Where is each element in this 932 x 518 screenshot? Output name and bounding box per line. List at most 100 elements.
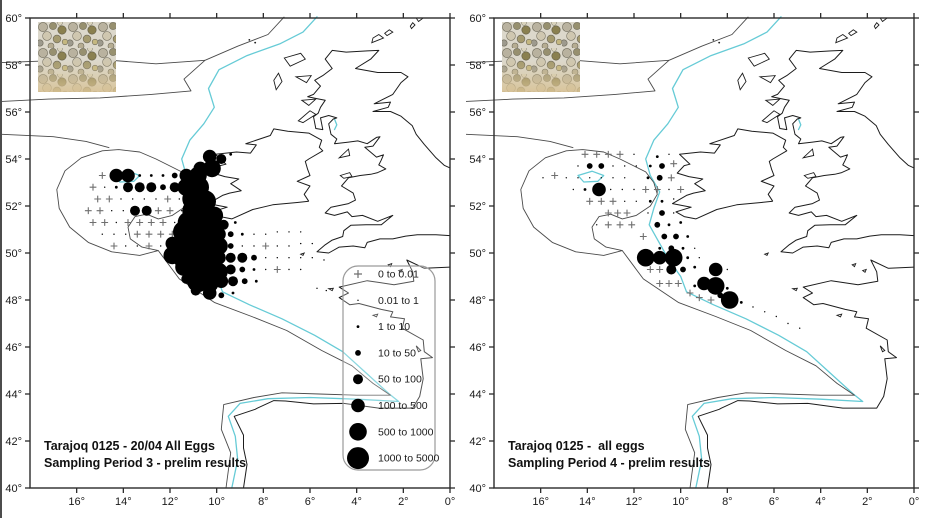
station-abundance-dot <box>276 245 278 247</box>
coastline <box>771 49 915 254</box>
station-abundance-dot <box>276 257 278 259</box>
station-abundance-dot <box>666 264 677 275</box>
lon-tick-label: 6° <box>305 496 316 508</box>
lat-tick-label: 58° <box>5 60 22 72</box>
station-abundance-dot <box>240 232 244 236</box>
station-abundance-dot <box>799 327 801 329</box>
island-outline <box>273 72 283 91</box>
station-abundance-dot <box>276 231 278 233</box>
station-abundance-dot <box>101 233 104 235</box>
station-zero-marker <box>262 242 270 250</box>
lat-tick-label: 50° <box>5 248 22 260</box>
lon-tick-label: 14° <box>115 496 132 508</box>
station-abundance-dot <box>190 285 201 296</box>
station-abundance-dot <box>212 227 226 241</box>
station-abundance-dot <box>253 245 255 247</box>
station-abundance-dot <box>325 289 327 292</box>
station-zero-marker <box>604 209 612 217</box>
station-abundance-dot <box>787 322 789 325</box>
station-abundance-dot <box>693 284 697 288</box>
station-abundance-dot <box>673 212 675 214</box>
station-abundance-dot <box>241 245 243 247</box>
station-abundance-dot <box>652 250 667 265</box>
lon-tick-label: 10° <box>672 496 689 508</box>
station-abundance-dot <box>121 168 135 183</box>
station-zero-marker <box>597 197 605 205</box>
island-outline <box>339 172 353 179</box>
station-abundance-dot <box>311 257 313 259</box>
island-outline <box>337 148 351 159</box>
station-zero-marker <box>639 233 647 240</box>
map-title-line2: Sampling Period 3 - prelim results <box>44 456 247 470</box>
legend-class-label: 1000 to 5000 <box>378 453 439 465</box>
station-zero-marker <box>101 219 109 226</box>
island-outline <box>791 287 799 292</box>
island-outline <box>803 172 817 179</box>
window-edge <box>0 0 2 518</box>
lon-tick-label: 12° <box>626 496 643 508</box>
station-abundance-dot <box>739 301 743 304</box>
station-abundance-dot <box>686 235 690 238</box>
map-panel-right: 16° 14° 12° 10° 8° 6° 4° 2° 0° 60° 58° 56° 54° 52° 50°… <box>465 0 932 518</box>
egg-photo-inset <box>38 22 116 92</box>
lat-tick-label: 52° <box>5 201 22 213</box>
island-outline <box>761 110 781 124</box>
station-abundance-dot <box>265 268 267 271</box>
station-zero-marker <box>164 195 172 203</box>
station-abundance-dot <box>288 231 290 233</box>
depth-contour <box>520 149 658 256</box>
station-abundance-dot <box>565 177 567 179</box>
station-abundance-dot <box>316 287 318 289</box>
legend-size-symbol <box>347 447 369 470</box>
station-zero-marker <box>166 207 174 215</box>
islet <box>248 38 251 41</box>
station-abundance-dot <box>752 306 754 308</box>
station-abundance-dot <box>624 165 626 167</box>
station-zero-marker <box>667 174 675 182</box>
island-outline <box>294 75 313 84</box>
map-title-line2: Sampling Period 4 - prelim results <box>508 456 711 470</box>
lat-tick-label: 56° <box>469 107 486 119</box>
legend-class-label: 1 to 10 <box>378 321 410 333</box>
lat-tick-label: 48° <box>5 295 22 307</box>
station-abundance-dot <box>633 188 635 191</box>
station-abundance-dot <box>134 182 145 193</box>
island-outline <box>397 268 403 273</box>
depth-contour <box>1 16 285 102</box>
map-legend: 0 to 0.01 0.01 to 1 1 to 10 10 to 50 50 to 1… <box>342 265 439 471</box>
island-outline <box>861 268 867 273</box>
lon-tick-label: 6° <box>769 496 780 508</box>
station-abundance-dot <box>300 242 302 245</box>
basemap <box>465 16 915 489</box>
legend-class-label: 100 to 500 <box>378 400 428 412</box>
station-abundance-dot <box>300 257 302 259</box>
station-abundance-dot <box>231 291 235 295</box>
station-abundance-dot <box>633 153 635 155</box>
island-outline <box>758 75 777 84</box>
station-abundance-dot <box>679 221 683 224</box>
station-abundance-dot <box>218 292 225 299</box>
lon-tick-label: 4° <box>351 496 362 508</box>
station-abundance-dot <box>680 266 686 273</box>
station-abundance-dot <box>693 265 697 269</box>
map-axes: 16° 14° 12° 10° 8° 6° 4° 2° 0° 60° 58° 56° 54° 52° 50°… <box>469 13 919 508</box>
station-abundance-dot <box>265 257 267 259</box>
station-abundance-dot <box>583 188 587 191</box>
station-abundance-dot <box>111 210 113 212</box>
station-zero-marker <box>686 289 694 297</box>
station-abundance-dot <box>179 168 194 183</box>
station-abundance-dot <box>132 198 134 200</box>
lon-tick-label: 8° <box>258 496 269 508</box>
station-zero-marker <box>665 280 673 287</box>
map-title-line1: Tarajoq 0125 - all eggs <box>508 439 645 453</box>
station-abundance-dot <box>706 277 725 295</box>
station-abundance-dot <box>174 221 176 224</box>
station-abundance-dot <box>661 233 668 240</box>
island-outline <box>299 252 306 257</box>
station-abundance-dot <box>178 198 180 200</box>
station-abundance-dot <box>143 198 145 200</box>
lat-tick-label: 42° <box>469 436 486 448</box>
islet <box>254 41 257 44</box>
lat-tick-label: 56° <box>5 107 22 119</box>
station-abundance-dot <box>635 200 637 202</box>
